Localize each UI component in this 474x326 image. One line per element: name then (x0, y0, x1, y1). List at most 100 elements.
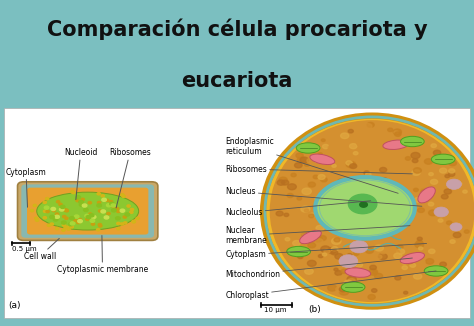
Circle shape (382, 190, 386, 193)
Circle shape (421, 189, 428, 194)
Circle shape (321, 169, 328, 174)
Circle shape (413, 274, 422, 279)
Text: Nucleolus: Nucleolus (225, 201, 371, 217)
Circle shape (279, 177, 287, 183)
Ellipse shape (315, 177, 415, 239)
Ellipse shape (424, 266, 448, 276)
Circle shape (91, 223, 95, 225)
Circle shape (387, 189, 393, 193)
Circle shape (406, 258, 414, 264)
Circle shape (98, 224, 101, 226)
Circle shape (313, 236, 322, 242)
Circle shape (60, 205, 65, 208)
Circle shape (350, 189, 355, 192)
Circle shape (322, 144, 329, 149)
Ellipse shape (319, 180, 410, 236)
Circle shape (36, 219, 39, 221)
Circle shape (70, 226, 73, 228)
Circle shape (320, 177, 327, 182)
Circle shape (394, 195, 399, 199)
Circle shape (318, 153, 322, 156)
Ellipse shape (310, 154, 335, 165)
Circle shape (335, 271, 342, 275)
Circle shape (397, 245, 403, 249)
Circle shape (368, 269, 378, 275)
Ellipse shape (341, 282, 365, 292)
Circle shape (332, 164, 336, 167)
Circle shape (109, 202, 114, 205)
Circle shape (425, 188, 431, 192)
Text: Cytoplasm: Cytoplasm (225, 244, 427, 259)
Circle shape (62, 224, 65, 226)
Circle shape (352, 282, 360, 288)
Text: eucariota: eucariota (182, 71, 292, 91)
Circle shape (341, 133, 349, 139)
Circle shape (96, 229, 100, 231)
Circle shape (393, 129, 401, 135)
FancyBboxPatch shape (27, 188, 148, 235)
Circle shape (420, 188, 428, 194)
Circle shape (430, 234, 434, 237)
Circle shape (336, 213, 344, 219)
Circle shape (402, 266, 408, 270)
FancyBboxPatch shape (21, 185, 154, 238)
Circle shape (79, 203, 84, 206)
Circle shape (313, 175, 319, 179)
Circle shape (325, 256, 329, 259)
Circle shape (55, 215, 59, 218)
Circle shape (417, 237, 422, 241)
Circle shape (436, 271, 441, 275)
Circle shape (364, 227, 370, 232)
Circle shape (393, 190, 399, 194)
Circle shape (300, 157, 309, 163)
Circle shape (308, 220, 311, 223)
Circle shape (302, 256, 307, 259)
Circle shape (59, 203, 62, 206)
Circle shape (337, 186, 346, 193)
Circle shape (287, 248, 295, 254)
Circle shape (418, 208, 424, 213)
Circle shape (86, 218, 89, 220)
Circle shape (367, 122, 374, 127)
Circle shape (365, 172, 371, 176)
Circle shape (276, 211, 283, 216)
Circle shape (391, 209, 396, 212)
Circle shape (463, 200, 468, 203)
Circle shape (404, 213, 412, 218)
Circle shape (346, 161, 352, 165)
Circle shape (356, 288, 365, 293)
Circle shape (109, 200, 113, 203)
Circle shape (340, 205, 346, 209)
Circle shape (70, 222, 75, 225)
Circle shape (450, 223, 462, 231)
Circle shape (284, 213, 289, 216)
Circle shape (422, 193, 427, 196)
Circle shape (63, 215, 66, 218)
Circle shape (428, 249, 435, 254)
Circle shape (378, 254, 387, 259)
Text: Endoplasmic
reticulum: Endoplasmic reticulum (225, 137, 398, 193)
Circle shape (372, 289, 377, 292)
Circle shape (374, 245, 383, 251)
Circle shape (76, 196, 81, 199)
Ellipse shape (270, 120, 474, 302)
Circle shape (347, 279, 356, 284)
Circle shape (90, 219, 95, 222)
Circle shape (365, 248, 374, 253)
Circle shape (127, 205, 130, 207)
Ellipse shape (400, 252, 425, 264)
Circle shape (438, 270, 443, 274)
Circle shape (453, 232, 461, 238)
Circle shape (419, 260, 425, 264)
Circle shape (447, 221, 452, 225)
Circle shape (112, 204, 115, 207)
Circle shape (355, 237, 360, 240)
Circle shape (404, 291, 408, 294)
Circle shape (334, 268, 338, 271)
Circle shape (415, 242, 424, 248)
Text: Nucleus: Nucleus (225, 187, 422, 206)
Circle shape (307, 260, 316, 266)
Circle shape (101, 195, 104, 197)
Circle shape (402, 261, 407, 264)
Circle shape (47, 224, 51, 226)
